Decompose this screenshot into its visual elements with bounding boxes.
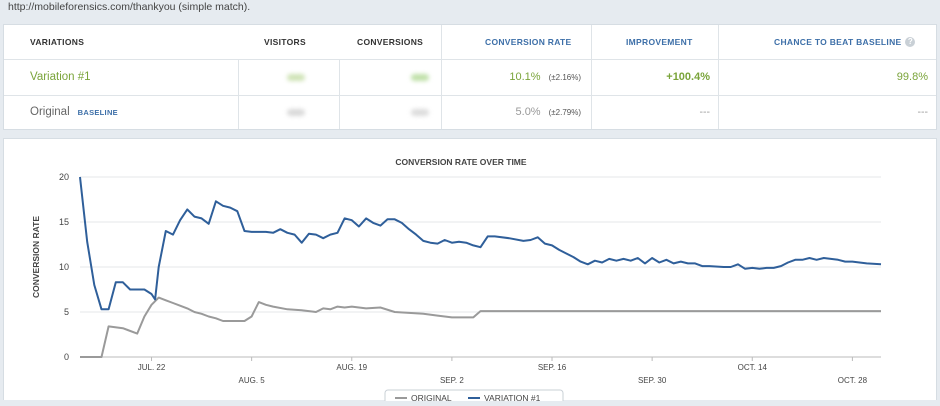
- chance-value: 99.8%: [896, 71, 928, 83]
- divider: [339, 59, 340, 129]
- x-tick-label: OCT. 14: [738, 363, 768, 372]
- goal-url-text: http://mobileforensics.com/thankyou (sim…: [0, 0, 940, 22]
- header-improvement[interactable]: IMPROVEMENT: [626, 37, 693, 47]
- divider: [591, 25, 592, 129]
- x-ticks: JUL. 22 AUG. 19 SEP. 16 OCT. 14 AUG. 5 SEP. 2…: [138, 357, 868, 385]
- conversion-rate-value: 10.1%: [509, 71, 541, 83]
- header-conversion-rate[interactable]: CONVERSION RATE: [485, 37, 572, 47]
- original-name: Original: [30, 106, 70, 118]
- chart-grid: [80, 176, 881, 358]
- y-tick-label: 0: [64, 352, 69, 362]
- x-tick-label: OCT. 28: [838, 376, 868, 385]
- divider: [441, 25, 442, 129]
- results-table: VARIATIONS VISITORS CONVERSIONS CONVERSI…: [3, 24, 937, 130]
- help-icon[interactable]: ?: [905, 37, 916, 47]
- y-tick-label: 15: [59, 217, 69, 227]
- conversion-rate-interval: (±2.79%): [548, 107, 581, 117]
- x-tick-label: JUL. 22: [138, 363, 166, 372]
- blurred-conversions: [411, 73, 429, 81]
- baseline-badge: BASELINE: [77, 107, 118, 117]
- legend-variation-label[interactable]: VARIATION #1: [484, 393, 541, 403]
- table-row[interactable]: Original BASELINE 5.0% (±2.79%) --- ---: [4, 95, 936, 129]
- y-tick-label: 20: [59, 172, 69, 182]
- x-tick-label: SEP. 16: [538, 363, 567, 372]
- chart-legend: ORIGINAL VARIATION #1: [384, 389, 564, 406]
- visitors-value: [287, 95, 305, 129]
- conversion-rate-interval: (±2.16%): [548, 72, 581, 82]
- improvement-value: ---: [699, 106, 711, 118]
- conversion-chart: CONVERSION RATE OVER TIME CONVERSION RAT…: [31, 157, 882, 406]
- conversions-value: [411, 59, 429, 95]
- visitors-value: [287, 59, 305, 95]
- chart-title: CONVERSION RATE OVER TIME: [395, 157, 526, 167]
- conversions-value: [411, 95, 429, 129]
- improvement-value: +100.4%: [666, 71, 710, 83]
- header-chance[interactable]: CHANCE TO BEAT BASELINE ?: [774, 25, 916, 59]
- divider: [238, 59, 239, 129]
- conversion-rate-value: 5.0%: [515, 106, 541, 118]
- header-chance-label: CHANCE TO BEAT BASELINE: [774, 37, 902, 47]
- series-line-original: [80, 296, 881, 358]
- y-ticks: 0 5 10 15 20: [59, 172, 69, 362]
- legend-original-label[interactable]: ORIGINAL: [411, 393, 452, 403]
- x-tick-label: SEP. 2: [440, 376, 464, 385]
- x-tick-label: AUG. 19: [336, 363, 367, 372]
- blurred-visitors: [287, 108, 305, 116]
- y-tick-label: 10: [59, 262, 69, 272]
- blurred-conversions: [411, 108, 429, 116]
- header-variations[interactable]: VARIATIONS: [30, 37, 85, 47]
- series-line-variation-1: [79, 176, 882, 311]
- blurred-visitors: [287, 73, 305, 81]
- header-conversions[interactable]: CONVERSIONS: [357, 37, 424, 47]
- conversion-rate: 5.0% (±2.79%): [441, 95, 591, 129]
- y-axis-label: CONVERSION RATE: [31, 216, 41, 298]
- divider: [718, 25, 719, 129]
- header-visitors[interactable]: VISITORS: [264, 37, 306, 47]
- y-tick-label: 5: [64, 307, 69, 317]
- table-row[interactable]: Variation #1 10.1% (±2.16%) +100.4% 99.8…: [4, 59, 936, 96]
- table-header: VARIATIONS VISITORS CONVERSIONS CONVERSI…: [4, 25, 936, 60]
- variation-name[interactable]: Variation #1: [30, 71, 91, 83]
- conversion-rate: 10.1% (±2.16%): [441, 59, 591, 95]
- chart-panel: CONVERSION RATE OVER TIME CONVERSION RAT…: [3, 138, 937, 406]
- variation-name[interactable]: Original BASELINE: [30, 95, 118, 129]
- x-tick-label: SEP. 30: [638, 376, 667, 385]
- x-tick-label: AUG. 5: [239, 376, 266, 385]
- chart-series: [79, 176, 882, 358]
- chance-value: ---: [917, 106, 929, 118]
